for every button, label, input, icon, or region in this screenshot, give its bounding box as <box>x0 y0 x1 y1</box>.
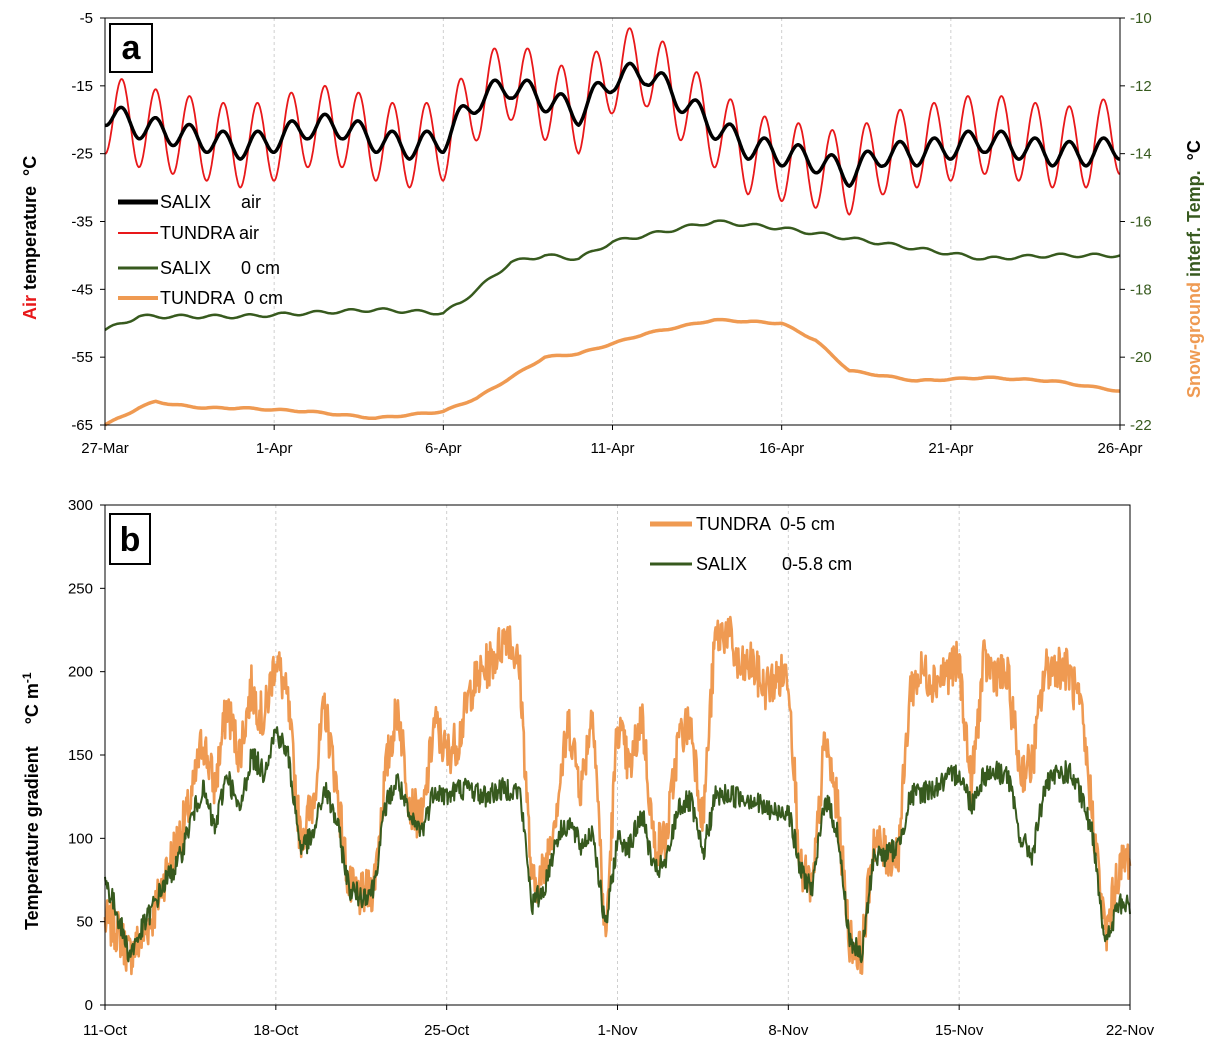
panel-a-legend: SALIX air TUNDRA air SALIX 0 cm TUNDRA 0… <box>118 192 283 308</box>
tundra-air-line <box>104 27 1121 216</box>
panel-a-left-tick-label: -5 <box>80 10 93 27</box>
panel-a-right-axis-label: Snow-ground interf. Temp. °C <box>1184 140 1204 398</box>
legend-salix-air-label: SALIX air <box>160 192 261 212</box>
legend-tundra-air-label: TUNDRA air <box>160 223 259 243</box>
panel-b-ticks: 11-Oct 18-Oct 25-Oct 1-Nov 8-Nov 15-Nov 22-Nov… <box>68 497 1155 1039</box>
panel-a-right-tick-label: -14 <box>1130 146 1152 163</box>
panel-b-axis-label: Temperature gradient °C m-1 <box>20 672 42 930</box>
panel-a: 27-Mar 1-Apr 6-Apr 11-Apr 16-Apr 21-Apr 26-Apr… <box>20 10 1204 457</box>
panel-a-right-axis-unit: °C <box>1184 140 1204 160</box>
panel-a-right-axis-label-part2: interf. Temp. <box>1184 170 1204 282</box>
panel-a-right-tick-label: -20 <box>1130 349 1152 366</box>
panel-b: 11-Oct 18-Oct 25-Oct 1-Nov 8-Nov 15-Nov 22-Nov… <box>20 497 1155 1039</box>
panel-a-lines <box>104 27 1121 427</box>
panel-b-lines <box>103 615 1132 976</box>
legend-salix-gradient-label: SALIX 0-5.8 cm <box>696 554 852 574</box>
panel-a-right-axis-label-part1: Snow-ground <box>1184 282 1204 398</box>
panel-a-left-tick-label: -45 <box>71 281 93 298</box>
panel-b-y-tick-label: 300 <box>68 497 93 514</box>
panel-b-x-tick-label: 11-Oct <box>83 1022 128 1039</box>
panel-a-x-tick-label: 6-Apr <box>425 440 462 457</box>
panel-a-left-axis-label: Air temperature °C <box>20 156 40 320</box>
panel-a-x-tick-label: 26-Apr <box>1097 440 1142 457</box>
panel-b-y-tick-label: 0 <box>85 997 93 1014</box>
salix-gradient-line <box>104 726 1131 964</box>
panel-a-x-tick-label: 1-Apr <box>256 440 293 457</box>
legend-tundra-gradient-label: TUNDRA 0-5 cm <box>696 514 835 534</box>
panel-a-right-tick-label: -12 <box>1130 78 1152 95</box>
panel-a-x-tick-label: 11-Apr <box>591 440 635 457</box>
panel-b-x-tick-label: 22-Nov <box>1106 1022 1155 1039</box>
tundra-0cm-line <box>104 317 1121 427</box>
panel-b-x-tick-label: 18-Oct <box>253 1022 299 1039</box>
panel-a-left-tick-label: -55 <box>71 349 93 366</box>
panel-b-y-tick-label: 50 <box>76 914 93 931</box>
panel-b-y-tick-label: 100 <box>68 830 93 847</box>
panel-a-left-axis-label-part1: Air <box>20 295 40 320</box>
salix-air-line <box>104 61 1121 188</box>
legend-salix-0cm-label: SALIX 0 cm <box>160 258 280 278</box>
panel-a-left-axis-label-part2: temperature <box>20 186 40 295</box>
panel-a-letter-box <box>109 23 153 73</box>
panel-a-left-tick-label: -25 <box>71 146 93 163</box>
legend-tundra-0cm-label: TUNDRA 0 cm <box>160 288 283 308</box>
panel-a-right-tick-label: -22 <box>1130 417 1152 434</box>
panel-a-left-tick-label: -65 <box>71 417 93 434</box>
panel-a-left-tick-label: -15 <box>71 78 93 95</box>
panel-b-y-tick-label: 200 <box>68 664 93 681</box>
panel-a-left-axis-unit: °C <box>20 156 40 176</box>
panel-b-axis-unit-exponent: -1 <box>20 672 34 683</box>
panel-b-letter: b <box>120 521 141 559</box>
panel-b-y-tick-label: 150 <box>68 747 93 764</box>
panel-a-left-tick-label: -35 <box>71 214 93 231</box>
panel-b-x-tick-label: 25-Oct <box>424 1022 470 1039</box>
panel-a-right-tick-label: -18 <box>1130 281 1152 298</box>
panel-a-x-tick-label: 27-Mar <box>81 440 129 457</box>
panel-b-y-tick-label: 250 <box>68 580 93 597</box>
panel-a-ticks: 27-Mar 1-Apr 6-Apr 11-Apr 16-Apr 21-Apr 26-Apr… <box>71 10 1151 457</box>
salix-0cm-line <box>104 219 1121 332</box>
panel-b-axis-unit: °C m <box>22 683 42 724</box>
panel-b-x-tick-label: 8-Nov <box>768 1022 809 1039</box>
panel-a-gridlines <box>273 18 952 425</box>
panel-b-x-tick-label: 1-Nov <box>597 1022 638 1039</box>
panel-b-x-tick-label: 15-Nov <box>935 1022 984 1039</box>
panel-a-letter: a <box>122 29 142 67</box>
panel-b-gridlines <box>275 505 960 1005</box>
panel-b-axis-label-text: Temperature gradient <box>22 746 42 930</box>
panel-b-letter-box <box>109 513 151 565</box>
panel-a-x-tick-label: 16-Apr <box>759 440 804 457</box>
panel-a-x-tick-label: 21-Apr <box>928 440 973 457</box>
panel-a-right-tick-label: -10 <box>1130 10 1152 27</box>
panel-b-legend: TUNDRA 0-5 cm SALIX 0-5.8 cm <box>650 514 852 574</box>
panel-a-right-tick-label: -16 <box>1130 214 1152 231</box>
tundra-gradient-line <box>103 615 1132 976</box>
